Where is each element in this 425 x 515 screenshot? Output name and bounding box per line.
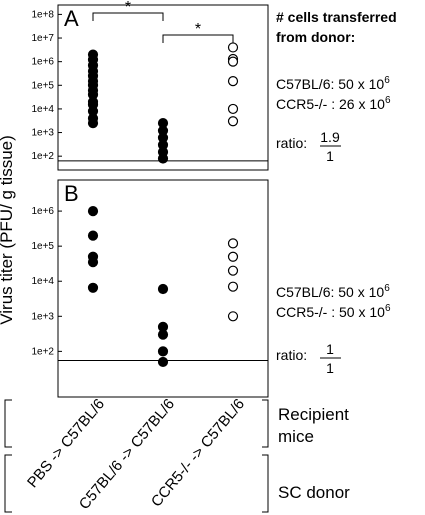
significance-star: * (195, 21, 201, 38)
side-text-sup: 6 (384, 283, 390, 294)
significance-star: * (125, 0, 131, 16)
side-title: # cells transferred (276, 9, 397, 25)
y-tick-label: 1e+6 (31, 57, 54, 68)
bracket-label: mice (278, 427, 314, 446)
data-point (227, 238, 239, 249)
data-point (157, 356, 169, 368)
plot-frame (57, 4, 269, 171)
side-text-sup: 6 (384, 75, 390, 86)
data-point (227, 281, 239, 292)
side-text-sup: 6 (385, 95, 391, 106)
side-text-main: C57BL/6: 50 x 10 (276, 76, 384, 92)
y-tick-label: 1e+2 (31, 346, 54, 357)
data-point (87, 118, 99, 129)
y-tick-label: 1e+8 (31, 9, 54, 20)
side-text-main: C57BL/6: 50 x 10 (276, 284, 384, 300)
ratio-numerator: 1.9 (320, 129, 340, 145)
side-text-main: CCR5-/- : 26 x 10 (276, 96, 385, 112)
data-point (87, 257, 99, 268)
side-text: C57BL/6: 50 x 106 (276, 75, 390, 92)
panel-label: A (64, 6, 79, 31)
data-point (227, 103, 239, 115)
data-point (157, 283, 169, 295)
y-tick-label: 1e+6 (31, 206, 54, 217)
significance-bracket (92, 12, 164, 21)
bracket (262, 399, 269, 513)
panel-label: B (64, 181, 79, 206)
y-tick-label: 1e+5 (31, 241, 54, 252)
data-point (157, 346, 169, 357)
y-tick-label: 1e+4 (31, 276, 54, 287)
data-point (157, 153, 169, 164)
y-tick-label: 1e+3 (31, 128, 54, 139)
significance-bracket (162, 34, 234, 43)
plot-frame (57, 179, 269, 398)
bracket-label: Recipient (278, 405, 349, 424)
y-tick-label: 1e+2 (31, 151, 54, 162)
side-text: C57BL/6: 50 x 106 (276, 283, 390, 300)
y-axis-label: Virus titer (PFU/ g tissue) (0, 135, 16, 325)
data-point (157, 329, 169, 340)
ratio-denominator: 1 (326, 360, 334, 376)
data-point (87, 230, 99, 241)
bracket-label: SC donor (278, 483, 350, 502)
y-tick-label: 1e+7 (31, 33, 54, 44)
data-point (87, 205, 99, 217)
bracket (4, 399, 12, 513)
data-point (87, 282, 99, 293)
data-point (227, 311, 239, 322)
side-title: from donor: (276, 29, 355, 45)
ratio-label: ratio: (276, 135, 307, 151)
data-point (227, 56, 239, 67)
data-point (227, 42, 239, 53)
side-text: CCR5-/- : 26 x 106 (276, 95, 391, 112)
y-tick-label: 1e+5 (31, 80, 54, 91)
ratio-denominator: 1 (326, 148, 334, 164)
y-tick-label: 1e+4 (31, 104, 54, 115)
ratio-label: ratio: (276, 347, 307, 363)
data-point (227, 76, 239, 87)
side-text-main: CCR5-/- : 50 x 10 (276, 304, 385, 320)
x-category-label: PBS -> C57BL/6 (24, 396, 108, 492)
data-point (227, 116, 239, 127)
ratio-numerator: 1 (326, 341, 334, 357)
data-point (227, 265, 239, 276)
y-tick-label: 1e+3 (31, 311, 54, 322)
data-point (227, 251, 239, 262)
side-text: CCR5-/- : 50 x 106 (276, 303, 391, 320)
side-text-sup: 6 (385, 303, 391, 314)
